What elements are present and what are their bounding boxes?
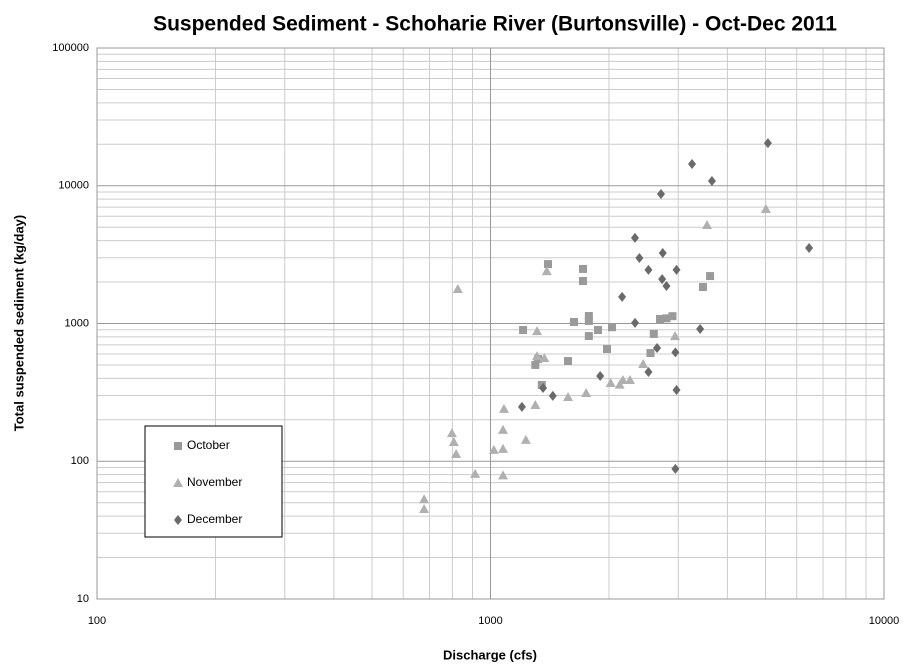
data-point — [668, 312, 677, 321]
data-point — [707, 176, 716, 187]
data-point — [539, 383, 548, 394]
data-point — [452, 284, 463, 294]
data-point — [698, 283, 707, 292]
data-point — [658, 247, 667, 258]
legend-marker — [174, 442, 182, 450]
data-point — [624, 374, 635, 384]
data-point — [470, 468, 481, 478]
data-point — [644, 366, 653, 377]
data-point — [760, 203, 771, 213]
y-tick-label: 1000 — [65, 317, 89, 329]
data-point — [532, 326, 543, 336]
data-point — [653, 342, 662, 353]
data-point — [706, 272, 715, 281]
data-point — [498, 443, 509, 453]
legend-marker — [173, 478, 183, 487]
data-point — [488, 444, 499, 454]
data-point — [656, 189, 665, 200]
legend-marker — [174, 515, 182, 525]
data-point — [419, 494, 430, 504]
data-point — [672, 385, 681, 396]
x-tick-label: 100 — [88, 615, 106, 627]
data-point — [614, 379, 625, 389]
data-point — [805, 243, 814, 254]
data-point — [696, 324, 705, 335]
data-point — [670, 331, 681, 341]
chart-title: Suspended Sediment - Schoharie River (Bu… — [153, 13, 837, 36]
y-tick-label: 100000 — [52, 42, 89, 54]
data-point — [671, 463, 680, 474]
data-point — [581, 387, 592, 397]
data-point — [563, 391, 574, 401]
data-point — [658, 274, 667, 285]
data-point — [594, 326, 603, 335]
data-point — [520, 434, 531, 444]
data-point — [763, 138, 772, 149]
data-point — [635, 252, 644, 263]
data-point — [498, 424, 509, 434]
data-point — [631, 317, 640, 328]
y-axis-label: Total suspended sediment (kg/day) — [11, 215, 26, 431]
data-point — [644, 264, 653, 275]
data-point — [517, 401, 526, 412]
data-point — [548, 390, 557, 401]
legend-label: November — [187, 475, 242, 489]
legend-label: October — [187, 438, 230, 452]
data-point — [564, 357, 573, 366]
data-point — [451, 448, 462, 458]
data-point — [569, 317, 578, 326]
data-point — [584, 312, 593, 321]
data-point — [702, 219, 713, 229]
data-point — [662, 281, 671, 292]
data-point — [618, 291, 627, 302]
data-point — [539, 353, 550, 363]
data-point — [498, 403, 509, 413]
data-point — [688, 159, 697, 170]
y-tick-label: 10 — [77, 593, 89, 605]
data-point — [672, 264, 681, 275]
data-point — [584, 332, 593, 341]
data-point — [656, 315, 665, 324]
data-point — [584, 316, 593, 325]
data-point — [596, 370, 605, 381]
data-point — [519, 326, 528, 335]
data-point — [446, 428, 457, 438]
data-point — [448, 436, 459, 446]
data-point — [532, 351, 543, 361]
y-tick-label: 100 — [71, 455, 89, 467]
data-point — [671, 347, 680, 358]
data-point — [578, 276, 587, 285]
data-point — [662, 314, 671, 323]
x-tick-label: 1000 — [478, 615, 502, 627]
data-point — [649, 329, 658, 338]
x-tick-label: 10000 — [869, 615, 900, 627]
data-point — [578, 264, 587, 273]
data-point — [608, 323, 617, 332]
data-point — [419, 504, 430, 514]
data-point — [602, 344, 611, 353]
legend-box — [144, 425, 283, 538]
y-tick-label: 10000 — [58, 180, 89, 192]
data-point — [544, 260, 553, 269]
data-point — [630, 232, 639, 243]
data-point — [646, 349, 655, 358]
data-point — [638, 359, 649, 369]
data-point — [531, 360, 540, 369]
data-point — [530, 400, 541, 410]
data-point — [605, 377, 616, 387]
data-point — [498, 470, 509, 480]
legend-label: December — [187, 512, 242, 526]
x-axis-label: Discharge (cfs) — [443, 647, 537, 662]
data-point — [541, 266, 552, 276]
